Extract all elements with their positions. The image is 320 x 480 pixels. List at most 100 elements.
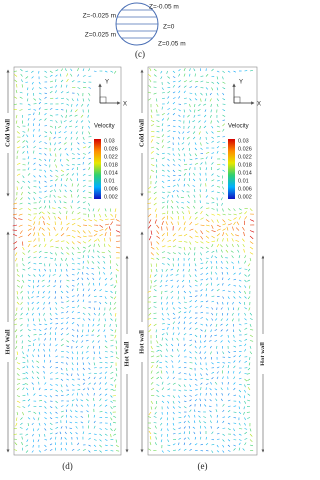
velocity-vector (66, 367, 68, 371)
velocity-vector (22, 151, 25, 154)
velocity-vector (91, 329, 95, 333)
velocity-vector (75, 404, 78, 407)
velocity-vector (244, 285, 247, 289)
velocity-vector (49, 307, 52, 311)
velocity-vector (200, 206, 203, 209)
velocity-vector (249, 334, 253, 337)
velocity-vector (156, 252, 160, 256)
velocity-vector (38, 422, 41, 426)
velocity-vector (16, 163, 21, 165)
velocity-vector (199, 178, 201, 182)
velocity-vector (54, 158, 56, 163)
velocity-vector (204, 120, 207, 123)
velocity-vector (150, 120, 155, 122)
velocity-vector (183, 296, 185, 300)
velocity-vector (244, 255, 247, 259)
velocity-vector (183, 173, 187, 176)
velocity-vector (249, 219, 255, 222)
velocity-vector (38, 318, 40, 322)
velocity-vector (93, 213, 95, 218)
velocity-vector (165, 365, 168, 369)
velocity-vector (194, 345, 197, 349)
velocity-vector (216, 228, 221, 231)
velocity-vector (192, 426, 196, 429)
velocity-vector (178, 114, 181, 117)
velocity-vector (27, 224, 32, 227)
velocity-vector (65, 447, 67, 451)
velocity-vector (99, 428, 103, 430)
velocity-vector (205, 73, 209, 77)
velocity-vector (38, 343, 41, 347)
velocity-vector (238, 400, 241, 404)
velocity-vector (183, 395, 187, 398)
velocity-vector (60, 327, 64, 330)
velocity-vector (249, 444, 254, 447)
velocity-vector (194, 299, 198, 303)
velocity-vector (177, 326, 179, 330)
velocity-vector (70, 68, 73, 72)
velocity-vector (44, 92, 47, 94)
velocity-vector (172, 317, 176, 319)
velocity-vector (183, 378, 187, 381)
velocity-vector (93, 318, 95, 322)
velocity-vector (55, 263, 57, 267)
velocity-vector (249, 439, 253, 443)
velocity-vector (38, 334, 42, 336)
velocity-vector (44, 439, 48, 441)
velocity-vector (99, 393, 102, 396)
velocity-vector (189, 86, 192, 88)
velocity-vector (77, 189, 79, 193)
velocity-vector (87, 403, 89, 407)
velocity-vector (55, 74, 58, 77)
velocity-vector (33, 162, 36, 165)
velocity-vector (244, 373, 248, 375)
velocity-vector (14, 79, 18, 83)
velocity-vector (49, 125, 53, 128)
velocity-vector (60, 246, 63, 251)
velocity-vector (70, 147, 73, 151)
velocity-vector (154, 406, 157, 410)
velocity-vector (156, 257, 160, 261)
velocity-vector (22, 131, 26, 133)
velocity-vector (46, 222, 51, 226)
velocity-vector (189, 316, 192, 319)
velocity-vector (27, 318, 29, 322)
velocity-vector (167, 400, 170, 404)
axis-label: X (257, 102, 261, 108)
velocity-vector (60, 389, 63, 393)
velocity-vector (165, 268, 168, 272)
velocity-vector (238, 296, 242, 299)
velocity-vector (200, 329, 203, 332)
velocity-vector (147, 416, 152, 418)
velocity-vector (161, 164, 165, 167)
velocity-vector (183, 333, 187, 336)
velocity-vector (216, 175, 220, 178)
velocity-vector (214, 340, 218, 342)
velocity-vector (216, 266, 218, 270)
velocity-vector (43, 376, 45, 380)
velocity-vector (216, 191, 220, 194)
velocity-vector (44, 180, 47, 183)
velocity-vector (44, 131, 48, 134)
velocity-vector (148, 186, 152, 190)
velocity-vector (150, 146, 155, 149)
velocity-vector (33, 417, 35, 421)
velocity-vector (189, 384, 192, 387)
velocity-vector (109, 254, 111, 259)
velocity-vector (198, 131, 201, 135)
velocity-vector (48, 216, 51, 220)
caption: (d) (62, 461, 73, 471)
velocity-vector (205, 142, 209, 145)
colorbar-tick-label: 0.01 (104, 178, 115, 184)
velocity-vector (115, 439, 117, 443)
velocity-vector (238, 345, 242, 347)
velocity-vector (74, 114, 78, 117)
velocity-vector (22, 145, 25, 149)
velocity-vector (215, 323, 218, 327)
velocity-vector (211, 235, 215, 239)
velocity-vector (21, 191, 23, 196)
velocity-vector (49, 354, 51, 358)
velocity-vector (178, 372, 181, 374)
velocity-vector (193, 68, 196, 72)
velocity-vector (200, 289, 203, 292)
